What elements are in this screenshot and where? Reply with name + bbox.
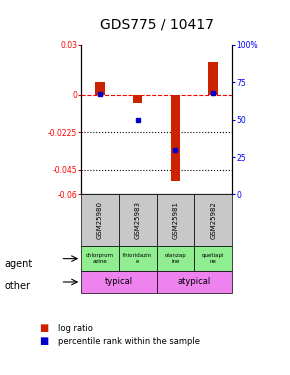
Bar	[157, 272, 232, 292]
Bar	[157, 194, 194, 246]
Bar	[81, 246, 119, 272]
Text: other: other	[4, 281, 30, 291]
Bar	[119, 194, 157, 246]
Text: chlorprom
azine: chlorprom azine	[86, 254, 114, 264]
Text: GSM25981: GSM25981	[173, 201, 178, 239]
Bar	[95, 81, 105, 95]
Text: atypical: atypical	[178, 278, 211, 286]
Bar	[119, 246, 157, 272]
Text: ■: ■	[39, 323, 48, 333]
Bar	[157, 246, 194, 272]
Text: GSM25983: GSM25983	[135, 201, 141, 239]
Bar	[194, 194, 232, 246]
Text: log ratio: log ratio	[58, 324, 93, 333]
Bar	[133, 95, 142, 103]
Text: thioridazin
e: thioridazin e	[123, 254, 152, 264]
Text: percentile rank within the sample: percentile rank within the sample	[58, 337, 200, 346]
Text: GDS775 / 10417: GDS775 / 10417	[100, 18, 213, 32]
Text: GSM25982: GSM25982	[210, 201, 216, 239]
Text: quetiapi
ne: quetiapi ne	[202, 254, 224, 264]
Bar	[171, 95, 180, 181]
Text: ■: ■	[39, 336, 48, 346]
Bar	[81, 272, 157, 292]
Bar	[209, 62, 218, 95]
Text: agent: agent	[4, 260, 32, 269]
Text: typical: typical	[105, 278, 133, 286]
Text: olanzap
ine: olanzap ine	[165, 254, 186, 264]
Bar	[194, 246, 232, 272]
Bar	[81, 194, 119, 246]
Text: GSM25980: GSM25980	[97, 201, 103, 239]
